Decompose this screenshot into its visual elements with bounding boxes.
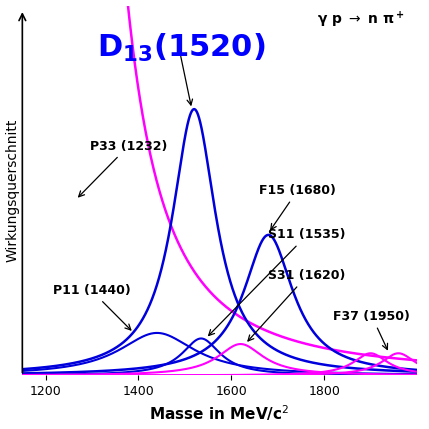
Text: S31 (1620): S31 (1620) (248, 269, 346, 341)
Text: F15 (1680): F15 (1680) (259, 184, 336, 230)
Text: P11 (1440): P11 (1440) (52, 284, 131, 330)
Text: P33 (1232): P33 (1232) (79, 139, 167, 197)
Y-axis label: Wirkungsquerschnitt: Wirkungsquerschnitt (6, 119, 20, 262)
X-axis label: Masse in MeV/c$^2$: Masse in MeV/c$^2$ (149, 404, 290, 423)
Text: F37 (1950): F37 (1950) (333, 310, 410, 350)
Text: S11 (1535): S11 (1535) (208, 228, 346, 335)
Text: $\mathbf{D_{13}(1520)}$: $\mathbf{D_{13}(1520)}$ (97, 31, 265, 63)
Text: $\bf{\gamma}$ $\bf{p}$ $\rightarrow$ $\bf{n}$ $\bf{\pi^+}$: $\bf{\gamma}$ $\bf{p}$ $\rightarrow$ $\b… (317, 9, 405, 30)
